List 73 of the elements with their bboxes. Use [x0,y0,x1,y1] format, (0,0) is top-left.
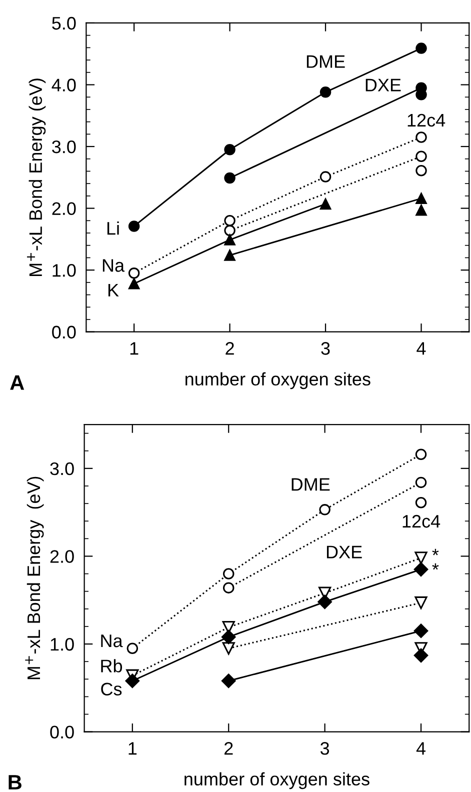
point [221,674,236,688]
y-tick-label: 1.0 [50,638,74,651]
point [320,198,332,210]
x-tick-label: 4 [416,742,426,755]
point [415,476,427,488]
point [319,504,330,516]
y-tick-label: 2.0 [52,202,76,216]
y-tick-label: 1.0 [52,264,76,277]
annotation: DXE [366,78,401,92]
x-tick-label: 3 [320,742,330,755]
annotation: Na [102,259,125,272]
text: 0.0 [50,726,74,739]
point [414,596,428,610]
x-tick-label: 3 [321,342,330,355]
point [416,204,427,216]
point [221,630,236,644]
annotation: 12c4 [408,114,446,127]
point [416,150,427,162]
annotation: K [108,284,119,296]
y-axis-title: M$^{+}$-xL Bond Energy (eV) [27,78,46,276]
point [416,132,427,143]
x-tick-label: 2 [226,342,234,355]
point [415,497,427,508]
point [224,234,236,246]
x-axis-title: number of oxygen sites [186,372,370,390]
annotation: * [432,563,439,570]
point [414,648,428,663]
point [128,278,140,290]
annotation: DXE [326,546,362,558]
x-tick-label: 1 [128,742,137,755]
point [126,642,138,654]
point [222,642,235,655]
point [416,42,427,54]
point [415,448,427,460]
point [414,624,428,638]
y-axis-title: M$^{+}$-xL Bond Energy (eV) [25,476,44,680]
point [128,268,140,279]
point [416,192,427,204]
annotation: * [432,548,439,556]
x-tick-label: 4 [416,342,426,355]
text: A [10,375,24,390]
point [414,562,428,577]
point [224,250,236,261]
text: B [8,775,22,790]
annotation: Cs [101,682,122,696]
y-tick-label: 4.0 [52,78,76,92]
point [222,582,234,594]
annotation: DME [306,55,345,68]
point [414,552,428,564]
point [224,172,236,184]
x-tick-label: 1 [130,342,138,355]
point [224,224,236,236]
point [320,86,332,98]
annotation: Na [101,634,123,648]
point [224,144,236,156]
point [128,220,140,232]
annotation: 12c4 [402,514,440,528]
point [318,594,332,610]
point [320,171,332,182]
point [125,674,140,688]
x-tick-label: 2 [224,742,233,755]
point [224,215,236,226]
point [416,164,427,176]
y-tick-label: 5.0 [52,16,76,30]
y-tick-label: 3.0 [50,462,74,476]
annotation: Rb [101,659,122,672]
text: 0.0 [52,326,76,339]
x-axis-title: number of oxygen sites [184,772,370,790]
y-tick-label: 2.0 [50,550,74,563]
annotation: Li [107,222,119,235]
annotation: DME [292,478,330,491]
y-tick-label: 3.0 [52,140,76,154]
point [222,568,234,580]
